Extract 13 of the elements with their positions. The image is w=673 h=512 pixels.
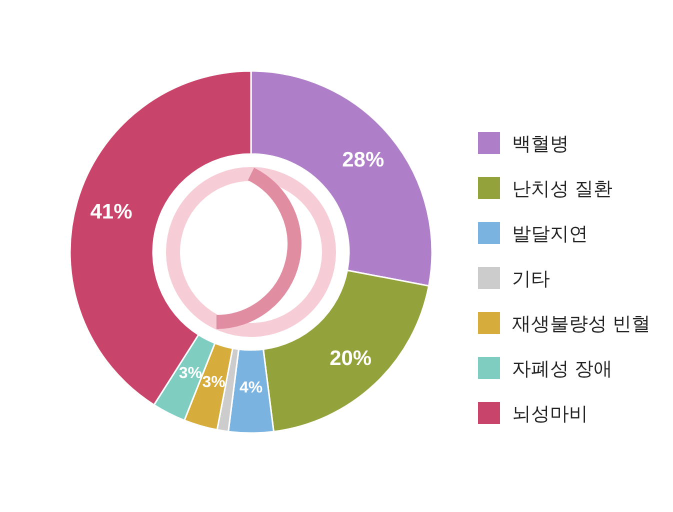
data-label: 3% bbox=[178, 364, 202, 382]
data-label: 28% bbox=[342, 148, 384, 172]
legend-label: 자폐성 장애 bbox=[512, 359, 612, 380]
data-label: 41% bbox=[90, 200, 133, 224]
data-label: 3% bbox=[202, 374, 226, 392]
data-label: 20% bbox=[330, 347, 372, 370]
legend-label: 백혈병 bbox=[512, 134, 569, 155]
legend-label: 뇌성마비 bbox=[512, 404, 588, 425]
data-label: 4% bbox=[239, 380, 263, 396]
legend-label: 기타 bbox=[512, 269, 550, 290]
legend-label: 재생불량성 빈혈 bbox=[512, 314, 650, 335]
legend-label: 난치성 질환 bbox=[512, 179, 612, 200]
legend-label: 발달지연 bbox=[512, 224, 588, 245]
